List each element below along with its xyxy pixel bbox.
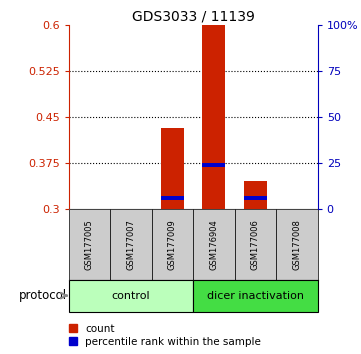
Text: GSM177006: GSM177006 <box>251 219 260 270</box>
Bar <box>161 128 184 209</box>
Text: GSM177009: GSM177009 <box>168 219 177 270</box>
Bar <box>203 162 225 167</box>
Text: protocol: protocol <box>18 289 66 302</box>
Bar <box>69 280 193 312</box>
Text: GSM176904: GSM176904 <box>209 219 218 270</box>
Bar <box>235 209 276 280</box>
Legend: count, percentile rank within the sample: count, percentile rank within the sample <box>66 321 263 349</box>
Text: control: control <box>112 291 150 301</box>
Bar <box>203 25 225 209</box>
Text: GSM177005: GSM177005 <box>85 219 94 270</box>
Text: dicer inactivation: dicer inactivation <box>207 291 304 301</box>
Bar <box>276 209 318 280</box>
Text: GSM177008: GSM177008 <box>292 219 301 270</box>
Text: GSM177007: GSM177007 <box>126 219 135 270</box>
Bar <box>193 209 235 280</box>
Bar <box>244 196 267 200</box>
Bar <box>110 209 152 280</box>
Bar <box>244 181 267 209</box>
Bar <box>69 209 110 280</box>
Bar <box>193 280 318 312</box>
Bar <box>161 196 184 200</box>
Bar <box>152 209 193 280</box>
Title: GDS3033 / 11139: GDS3033 / 11139 <box>132 10 255 24</box>
